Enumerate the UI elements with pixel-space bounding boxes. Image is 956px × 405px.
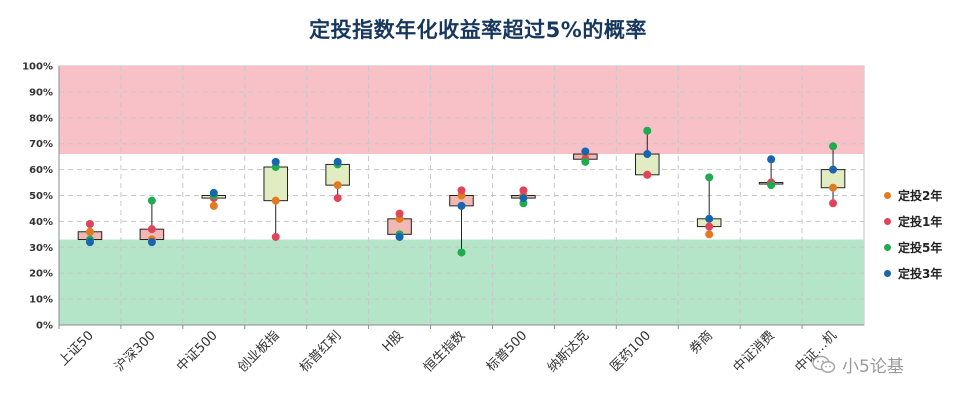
x-tick-label: 标普红利 <box>296 328 344 376</box>
y-tick-label: 50% <box>29 191 53 202</box>
y-tick-label: 30% <box>29 243 53 254</box>
point-定投3年 <box>457 201 466 210</box>
box <box>263 166 288 202</box>
legend-item-3y: 定投3年 <box>884 260 942 286</box>
watermark-text: 小5论基 <box>842 357 904 377</box>
point-定投3年 <box>767 155 776 164</box>
chart-title: 定投指数年化收益率超过5%的概率 <box>309 18 647 42</box>
x-tick-label: 标普500 <box>484 328 531 375</box>
wechat-icon <box>812 355 836 373</box>
point-定投5年 <box>643 126 652 135</box>
point-定投3年 <box>147 238 156 247</box>
point-定投2年 <box>705 230 714 239</box>
legend-label-1y: 定投1年 <box>898 214 943 229</box>
y-tick-label: 20% <box>29 269 53 280</box>
point-定投1年 <box>85 219 94 228</box>
point-定投3年 <box>333 157 342 166</box>
point-定投1年 <box>457 186 466 195</box>
legend-label-2y: 定投2年 <box>898 188 943 203</box>
y-tick-label: 40% <box>29 217 53 228</box>
y-tick-label: 60% <box>29 165 53 176</box>
legend-marker-1y <box>884 217 891 225</box>
point-定投1年 <box>643 170 652 179</box>
point-定投1年 <box>395 209 404 218</box>
legend-item-1y: 定投1年 <box>884 208 942 234</box>
point-定投5年 <box>147 196 156 205</box>
x-tick-label: 恒生指数 <box>421 328 468 375</box>
x-tick-label: H股 <box>380 328 407 355</box>
y-tick-label: 80% <box>29 113 53 124</box>
y-tick-label: 100% <box>22 62 53 73</box>
y-tick-label: 0% <box>36 321 53 332</box>
point-定投3年 <box>209 188 218 197</box>
point-定投3年 <box>705 214 714 223</box>
legend: 定投2年 定投1年 定投5年 定投3年 <box>884 182 942 286</box>
point-定投5年 <box>829 142 838 151</box>
point-定投1年 <box>147 225 156 234</box>
point-定投2年 <box>85 227 94 236</box>
point-定投3年 <box>519 194 528 203</box>
legend-label-5y: 定投5年 <box>898 240 943 255</box>
y-tick-label: 90% <box>29 87 53 98</box>
legend-marker-2y <box>884 191 891 199</box>
point-定投1年 <box>333 194 342 203</box>
point-定投2年 <box>829 183 838 192</box>
point-定投3年 <box>581 147 590 156</box>
point-定投5年 <box>581 157 590 166</box>
band-high <box>59 66 864 155</box>
point-定投2年 <box>333 181 342 190</box>
legend-item-5y: 定投5年 <box>884 234 942 260</box>
x-tick-label: 上证50 <box>56 328 97 369</box>
x-tick-label: 中证消费 <box>731 328 778 375</box>
point-定投3年 <box>85 238 94 247</box>
point-定投1年 <box>519 186 528 195</box>
point-定投5年 <box>705 173 714 182</box>
point-定投1年 <box>271 232 280 241</box>
point-定投1年 <box>829 199 838 208</box>
watermark: 小5论基 <box>812 352 904 377</box>
point-定投3年 <box>271 157 280 166</box>
point-定投5年 <box>457 248 466 257</box>
y-tick-label: 70% <box>29 139 53 150</box>
x-tick-label: 创业板指 <box>235 328 282 375</box>
legend-marker-3y <box>884 269 891 277</box>
x-tick-label: 沪深300 <box>111 328 158 375</box>
x-tick-label: 纳斯达克 <box>545 328 592 375</box>
x-tick-label: 医药100 <box>608 328 655 375</box>
legend-item-2y: 定投2年 <box>884 182 942 208</box>
point-定投1年 <box>705 222 714 231</box>
legend-label-3y: 定投3年 <box>898 266 943 281</box>
legend-marker-5y <box>884 243 891 251</box>
point-定投2年 <box>209 201 218 210</box>
y-tick-label: 10% <box>29 295 53 306</box>
point-定投3年 <box>829 165 838 174</box>
point-定投3年 <box>643 150 652 159</box>
x-tick-label: 中证500 <box>174 328 221 375</box>
point-定投5年 <box>767 181 776 190</box>
point-定投3年 <box>395 232 404 241</box>
x-tick-label: 券商 <box>686 328 716 358</box>
point-定投2年 <box>271 196 280 205</box>
